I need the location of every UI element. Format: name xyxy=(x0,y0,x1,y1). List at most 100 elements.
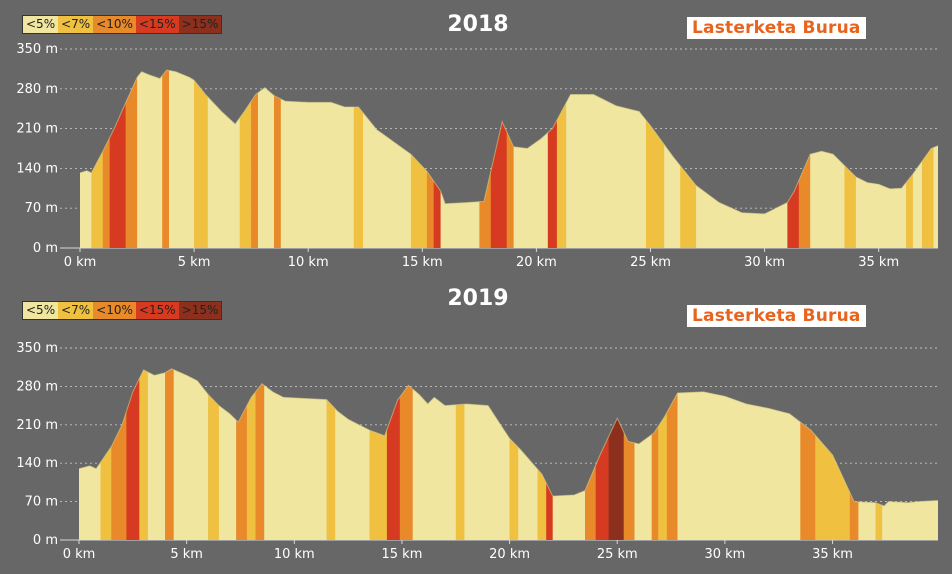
grade-segment xyxy=(169,70,195,248)
grade-segment xyxy=(426,70,434,248)
grade-segment xyxy=(440,70,480,248)
grade-segment xyxy=(680,70,697,248)
grade-segment xyxy=(815,368,850,540)
grade-segment xyxy=(369,368,388,540)
grade-segment xyxy=(464,368,510,540)
grade-segment xyxy=(513,70,549,248)
x-tick-label: 20 km xyxy=(489,547,530,562)
chart-title-2019: 2019 xyxy=(447,286,509,311)
legend-item-lt10: <10% xyxy=(93,302,136,319)
y-tick-label: 140 m xyxy=(16,161,58,176)
grade-segment xyxy=(147,368,166,540)
grade-segment xyxy=(109,70,126,248)
grade-segment xyxy=(634,368,652,540)
grade-segment xyxy=(111,368,127,540)
elevation-chart-2019: 0 m 70 m 140 m 210 m 280 m 350 m 0 km 5 km 10 km… xyxy=(16,341,939,562)
grade-segment xyxy=(623,368,635,540)
elevation-line xyxy=(78,368,939,507)
legend-item-lt5: <5% xyxy=(23,16,59,33)
grade-segment xyxy=(80,70,92,248)
x-tick-label: 10 km xyxy=(288,255,329,270)
x-tick-label: 10 km xyxy=(274,547,315,562)
grade-segment xyxy=(326,368,336,540)
legend-item-lt5: <5% xyxy=(23,302,59,319)
grade-segment xyxy=(518,368,538,540)
grade-segment xyxy=(207,70,240,248)
x-tick-label: 5 km xyxy=(170,547,203,562)
y-tick-label: 280 m xyxy=(16,379,58,394)
grade-segment xyxy=(410,70,428,248)
grade-segment xyxy=(258,70,275,248)
grade-segment xyxy=(658,368,668,540)
grade-segment xyxy=(139,368,149,540)
grade-segment xyxy=(798,70,811,248)
grade-segment xyxy=(208,368,220,540)
y-tick-label: 210 m xyxy=(16,418,58,433)
grade-segment xyxy=(506,70,514,248)
legend-item-lt15: <15% xyxy=(135,16,179,33)
x-tick-label: 35 km xyxy=(812,547,853,562)
y-tick-label: 350 m xyxy=(16,42,58,57)
x-tick-label: 5 km xyxy=(178,255,211,270)
legend-item-lt10: <10% xyxy=(93,16,136,33)
legend-item-lt7: <7% xyxy=(58,16,94,33)
y-tick-label: 140 m xyxy=(16,456,58,471)
elevation-area xyxy=(80,70,938,248)
grade-segment xyxy=(552,368,586,540)
grade-segment xyxy=(664,70,681,248)
grade-segment xyxy=(566,70,647,248)
x-tick-label: 15 km xyxy=(402,255,443,270)
x-tick-label: 0 km xyxy=(64,255,97,270)
grade-segment xyxy=(79,368,101,540)
grade-segment xyxy=(882,368,938,540)
grade-segment xyxy=(126,368,140,540)
brand-logo-2018: Lasterketa Burua xyxy=(687,17,866,39)
grade-segment xyxy=(585,368,597,540)
elevation-area xyxy=(79,368,938,540)
grade-segment xyxy=(509,368,519,540)
grade-segment xyxy=(335,368,370,540)
elevation-chart-2018: 0 m 70 m 140 m 210 m 280 m 350 m 0 km 5 km 10 km… xyxy=(16,42,939,270)
grade-segment xyxy=(800,368,816,540)
y-tick-label: 0 m xyxy=(33,241,58,256)
grade-segment xyxy=(556,70,567,248)
legend-item-gt15: >15% xyxy=(178,16,222,33)
grade-segment xyxy=(173,368,209,540)
grade-segment xyxy=(91,70,104,248)
grade-segment xyxy=(696,70,788,248)
grade-segment xyxy=(236,368,248,540)
x-tick-label: 25 km xyxy=(597,547,638,562)
legend-item-gt15: >15% xyxy=(178,302,222,319)
grade-segment xyxy=(875,368,883,540)
grade-segment xyxy=(666,368,678,540)
legend-item-lt7: <7% xyxy=(58,302,94,319)
chart-title-2018: 2018 xyxy=(447,12,509,37)
grade-segment xyxy=(255,368,265,540)
grade-segment xyxy=(433,70,441,248)
y-tick-label: 0 m xyxy=(33,533,58,548)
grade-segment xyxy=(125,70,138,248)
grade-segment xyxy=(251,70,259,248)
grade-segment xyxy=(906,70,914,248)
brand-logo-2019: Lasterketa Burua xyxy=(687,305,866,327)
grade-segment xyxy=(677,368,801,540)
grade-segment xyxy=(274,70,282,248)
y-tick-label: 280 m xyxy=(16,82,58,97)
x-tick-label: 30 km xyxy=(744,255,785,270)
grade-segment xyxy=(490,70,508,248)
grade-segment xyxy=(547,70,558,248)
grade-segment xyxy=(608,368,624,540)
grade-segment xyxy=(933,70,938,248)
grade-segment xyxy=(479,70,492,248)
grade-segment xyxy=(162,70,170,248)
grade-segment xyxy=(645,70,665,248)
x-tick-label: 35 km xyxy=(858,255,899,270)
grade-segment xyxy=(855,70,907,248)
y-tick-label: 70 m xyxy=(25,495,58,510)
x-tick-label: 0 km xyxy=(63,547,96,562)
grade-segment xyxy=(363,70,412,248)
grade-segment xyxy=(810,70,845,248)
grade-segment xyxy=(194,70,209,248)
grade-segment xyxy=(787,70,800,248)
